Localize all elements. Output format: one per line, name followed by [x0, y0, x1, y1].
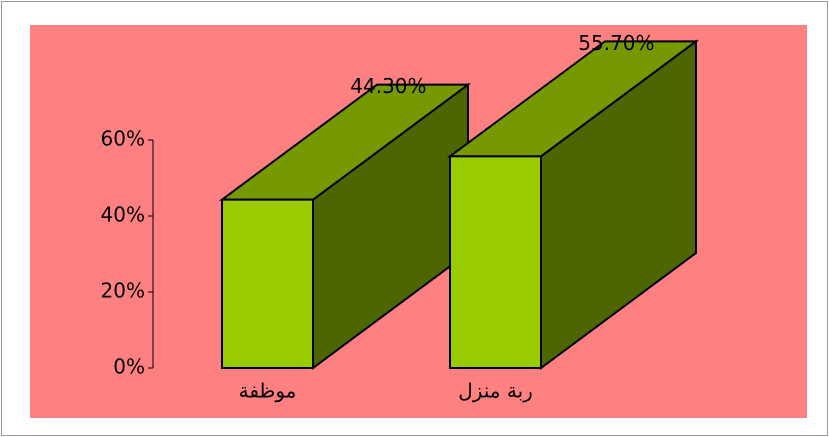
y-tick-label: 60% [101, 127, 145, 151]
bar [221, 198, 314, 369]
value-label: 44.30% [350, 74, 426, 98]
y-tick-label: 40% [101, 203, 145, 227]
y-tick-label: 20% [101, 279, 145, 303]
bar [449, 155, 542, 369]
x-tick-label: موظفة [239, 379, 297, 403]
value-label: 55.70% [578, 31, 654, 55]
x-tick-label: ربة منزل [458, 379, 533, 403]
y-tick-label: 0% [113, 355, 145, 379]
